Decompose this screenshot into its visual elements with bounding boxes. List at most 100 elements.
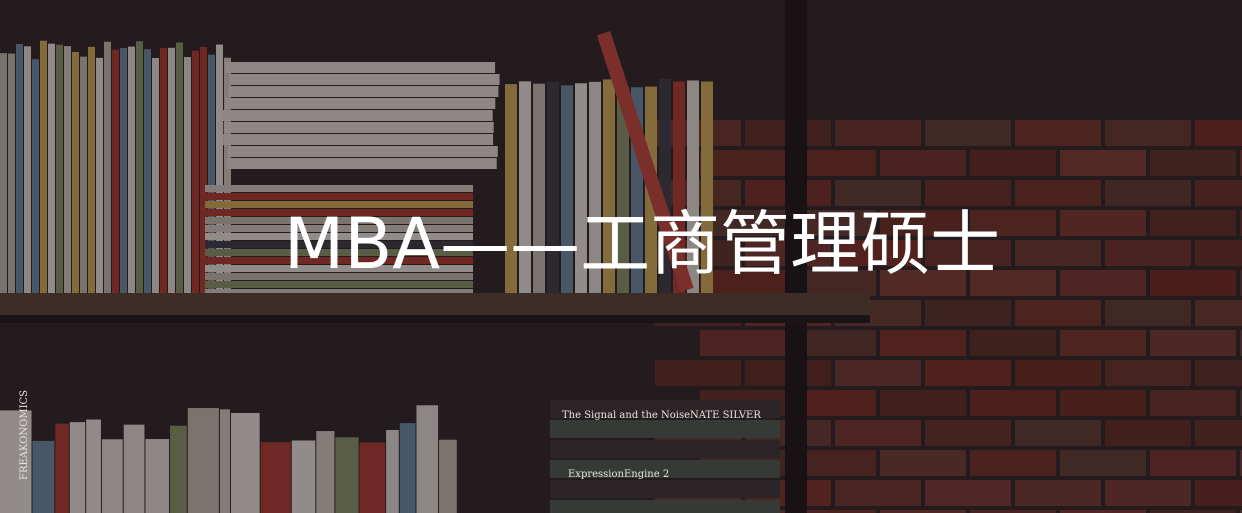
brick [835, 120, 921, 146]
book [208, 54, 215, 315]
book [32, 59, 39, 320]
book [316, 431, 335, 513]
book [550, 440, 780, 458]
book [596, 31, 694, 293]
brick [1015, 480, 1101, 506]
book [550, 420, 780, 438]
book [359, 442, 386, 513]
book [547, 81, 559, 302]
book [192, 50, 199, 311]
shelf-shadow [0, 315, 870, 323]
brick [880, 210, 966, 236]
brick [1015, 120, 1101, 146]
book [205, 249, 473, 256]
brick [1150, 390, 1236, 416]
book [205, 193, 473, 200]
book [200, 46, 207, 307]
book [136, 41, 143, 302]
brick [835, 420, 921, 446]
brick [1240, 330, 1242, 356]
book [0, 410, 32, 513]
book [128, 46, 135, 307]
book [86, 419, 101, 513]
book [145, 439, 170, 513]
book [561, 85, 573, 306]
brick [925, 180, 1011, 206]
book [55, 423, 69, 513]
book [617, 87, 629, 308]
book [505, 84, 517, 305]
book [225, 98, 496, 109]
brick [1150, 510, 1236, 513]
pipe [785, 0, 807, 513]
book [205, 265, 473, 272]
brick [1105, 180, 1191, 206]
brick [1195, 180, 1242, 206]
book [603, 79, 615, 300]
brick [880, 390, 966, 416]
book [550, 400, 780, 418]
brick [1150, 150, 1236, 176]
brick [1240, 390, 1242, 416]
brick [970, 330, 1056, 356]
book [48, 43, 55, 304]
brick [880, 270, 966, 296]
book [222, 110, 493, 121]
book [205, 241, 473, 248]
brick [1015, 360, 1101, 386]
book [439, 439, 457, 513]
book [152, 58, 159, 319]
brick [880, 450, 966, 476]
brick [1105, 300, 1191, 326]
book [88, 46, 95, 307]
book [205, 233, 473, 240]
brick [970, 510, 1056, 513]
brick [970, 390, 1056, 416]
book [176, 42, 183, 303]
brick [925, 360, 1011, 386]
book [219, 409, 230, 513]
book [416, 405, 439, 513]
brick [1105, 420, 1191, 446]
brick [970, 450, 1056, 476]
brick [835, 480, 921, 506]
book [205, 185, 473, 192]
book [230, 412, 260, 513]
brick [1195, 240, 1242, 266]
banner-title: MBA——工商管理硕士 [284, 203, 1000, 285]
book [168, 47, 175, 308]
book [80, 56, 87, 317]
book [589, 81, 601, 302]
book [96, 57, 103, 318]
brick [1240, 450, 1242, 476]
book [24, 46, 31, 307]
book [291, 440, 316, 513]
brick [1195, 360, 1242, 386]
brick [835, 240, 921, 266]
brick [925, 240, 1011, 266]
brick [1240, 150, 1242, 176]
brick [970, 150, 1056, 176]
book [550, 480, 780, 498]
book [225, 62, 496, 73]
brick [1195, 480, 1242, 506]
brick [880, 330, 966, 356]
brick [1150, 210, 1236, 236]
brick [1060, 510, 1146, 513]
brick [970, 270, 1056, 296]
brick [1150, 270, 1236, 296]
brick [835, 180, 921, 206]
book [260, 442, 291, 513]
brick [1060, 270, 1146, 296]
book [205, 217, 473, 224]
book [533, 83, 545, 304]
book [226, 158, 497, 169]
spine-text: The Signal and the Noise [562, 410, 690, 421]
book [229, 74, 500, 85]
brick [700, 270, 786, 296]
book [227, 146, 498, 157]
brick [1015, 180, 1101, 206]
